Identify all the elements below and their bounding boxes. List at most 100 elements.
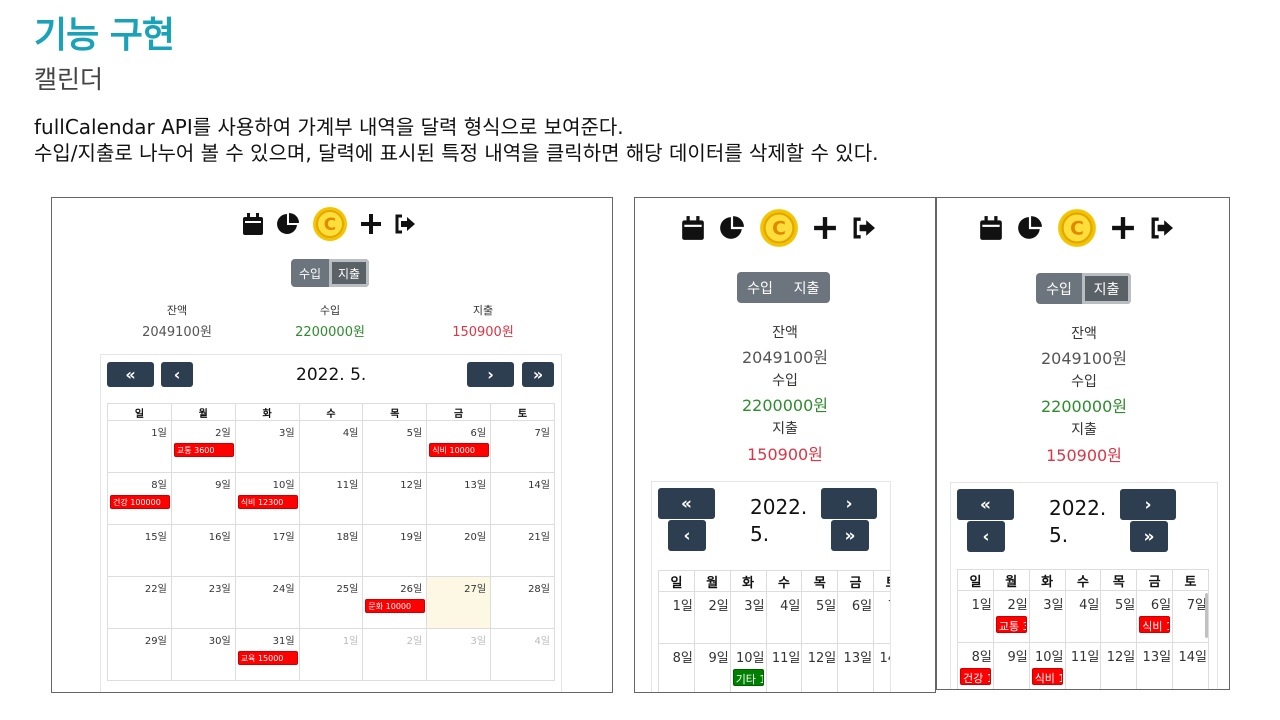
- event-item[interactable]: 기타 1: [732, 669, 764, 686]
- day-cell[interactable]: 23일: [170, 576, 236, 629]
- event-item[interactable]: 식비 1: [1031, 668, 1063, 685]
- day-cell[interactable]: 8일 건강 1: [957, 642, 994, 689]
- next-month-button[interactable]: ›: [1120, 489, 1176, 520]
- calendar-icon[interactable]: [681, 215, 705, 241]
- calendar-icon[interactable]: [242, 212, 264, 236]
- day-cell[interactable]: 3일: [426, 628, 492, 681]
- next-month-button[interactable]: ›: [467, 362, 514, 387]
- coin-icon[interactable]: C: [1057, 208, 1097, 248]
- day-cell[interactable]: 1일: [298, 628, 364, 681]
- logout-icon[interactable]: [394, 214, 416, 234]
- expense-toggle-button[interactable]: 지출: [329, 259, 369, 287]
- event-item[interactable]: 식비 12300: [237, 495, 298, 509]
- expense-toggle-button[interactable]: 지출: [1082, 273, 1131, 304]
- today-cell[interactable]: 27일: [426, 576, 492, 629]
- day-cell[interactable]: 2일: [693, 591, 731, 644]
- day-cell[interactable]: 25일: [298, 576, 364, 629]
- day-cell[interactable]: 12일: [362, 472, 428, 525]
- day-cell[interactable]: 4일: [490, 628, 555, 681]
- day-cell[interactable]: 9일: [693, 643, 731, 692]
- event-item[interactable]: 식비 1: [1139, 616, 1171, 633]
- pie-chart-icon[interactable]: [1017, 215, 1043, 241]
- event-item[interactable]: 건강 1: [960, 668, 991, 685]
- day-cell[interactable]: 6일 식비 1: [1136, 590, 1174, 643]
- day-cell[interactable]: 5일: [1100, 590, 1138, 643]
- day-cell[interactable]: 5일: [362, 420, 428, 473]
- income-toggle-button[interactable]: 수입: [737, 272, 783, 303]
- day-cell[interactable]: 11일: [298, 472, 364, 525]
- day-cell[interactable]: 2일 교통 3600: [170, 420, 236, 473]
- day-cell[interactable]: 14일: [873, 643, 890, 692]
- plus-icon[interactable]: [813, 216, 837, 240]
- day-cell[interactable]: 15일: [107, 524, 172, 577]
- event-item[interactable]: 교통 3600: [173, 443, 234, 457]
- day-cell[interactable]: 12일: [1100, 642, 1138, 689]
- day-cell[interactable]: 9일: [170, 472, 236, 525]
- day-cell[interactable]: 10일 식비 12300: [234, 472, 300, 525]
- day-cell[interactable]: 7일: [490, 420, 555, 473]
- event-item[interactable]: 교통 3: [995, 616, 1027, 633]
- day-cell[interactable]: 16일: [170, 524, 236, 577]
- prev-month-button[interactable]: ‹: [161, 362, 193, 387]
- day-cell[interactable]: 4일: [298, 420, 364, 473]
- day-cell[interactable]: 13일: [837, 643, 875, 692]
- day-cell[interactable]: 29일: [107, 628, 172, 681]
- day-cell[interactable]: 4일: [765, 591, 803, 644]
- day-cell[interactable]: 2일: [362, 628, 428, 681]
- day-cell[interactable]: 19일: [362, 524, 428, 577]
- pie-chart-icon[interactable]: [719, 215, 745, 241]
- expense-toggle-button[interactable]: 지출: [783, 272, 830, 303]
- coin-icon[interactable]: C: [759, 208, 799, 248]
- day-cell[interactable]: 8일: [658, 643, 695, 692]
- calendar-icon[interactable]: [979, 215, 1003, 241]
- event-item[interactable]: 건강 100000: [110, 495, 170, 509]
- day-cell[interactable]: 30일: [170, 628, 236, 681]
- day-cell[interactable]: 17일: [234, 524, 300, 577]
- logout-icon[interactable]: [1149, 217, 1175, 239]
- day-cell[interactable]: 8일 건강 100000: [107, 472, 172, 525]
- day-cell[interactable]: 13일: [426, 472, 492, 525]
- day-cell[interactable]: 6일: [837, 591, 875, 644]
- day-cell[interactable]: 3일: [1028, 590, 1066, 643]
- day-cell[interactable]: 10일 기타 1: [729, 643, 767, 692]
- income-toggle-button[interactable]: 수입: [1036, 273, 1082, 304]
- day-cell[interactable]: 2일 교통 3: [992, 590, 1030, 643]
- day-cell[interactable]: 28일: [490, 576, 555, 629]
- prev-year-button[interactable]: «: [658, 488, 715, 519]
- scrollbar[interactable]: [1205, 593, 1208, 638]
- day-cell[interactable]: 7일: [873, 591, 890, 644]
- day-cell[interactable]: 1일: [107, 420, 172, 473]
- day-cell[interactable]: 18일: [298, 524, 364, 577]
- prev-month-button[interactable]: ‹: [967, 521, 1005, 552]
- event-item[interactable]: 식비 10000: [429, 443, 490, 457]
- event-item[interactable]: 문화 10000: [365, 599, 426, 613]
- day-cell[interactable]: 21일: [490, 524, 555, 577]
- day-cell[interactable]: 4일: [1064, 590, 1102, 643]
- day-cell[interactable]: 5일: [801, 591, 839, 644]
- day-cell[interactable]: 12일: [801, 643, 839, 692]
- prev-year-button[interactable]: «: [107, 362, 154, 387]
- day-cell[interactable]: 11일: [1064, 642, 1102, 689]
- day-cell[interactable]: 22일: [107, 576, 172, 629]
- day-cell[interactable]: 7일: [1172, 590, 1209, 643]
- prev-year-button[interactable]: «: [957, 489, 1014, 520]
- day-cell[interactable]: 3일: [234, 420, 300, 473]
- day-cell[interactable]: 9일: [992, 642, 1030, 689]
- day-cell[interactable]: 1일: [658, 591, 695, 644]
- day-cell[interactable]: 31일 교육 15000: [234, 628, 300, 681]
- next-year-button[interactable]: »: [831, 520, 869, 551]
- day-cell[interactable]: 26일 문화 10000: [362, 576, 428, 629]
- coin-icon[interactable]: C: [312, 206, 348, 242]
- prev-month-button[interactable]: ‹: [668, 520, 706, 551]
- pie-chart-icon[interactable]: [276, 212, 300, 236]
- event-item[interactable]: 교육 15000: [237, 651, 298, 665]
- day-cell[interactable]: 24일: [234, 576, 300, 629]
- logout-icon[interactable]: [851, 217, 877, 239]
- plus-icon[interactable]: [360, 213, 382, 235]
- plus-icon[interactable]: [1111, 216, 1135, 240]
- next-year-button[interactable]: »: [1130, 521, 1168, 552]
- next-year-button[interactable]: »: [522, 362, 554, 387]
- day-cell[interactable]: 14일: [490, 472, 555, 525]
- day-cell[interactable]: 14일: [1172, 642, 1209, 689]
- day-cell[interactable]: 6일 식비 10000: [426, 420, 492, 473]
